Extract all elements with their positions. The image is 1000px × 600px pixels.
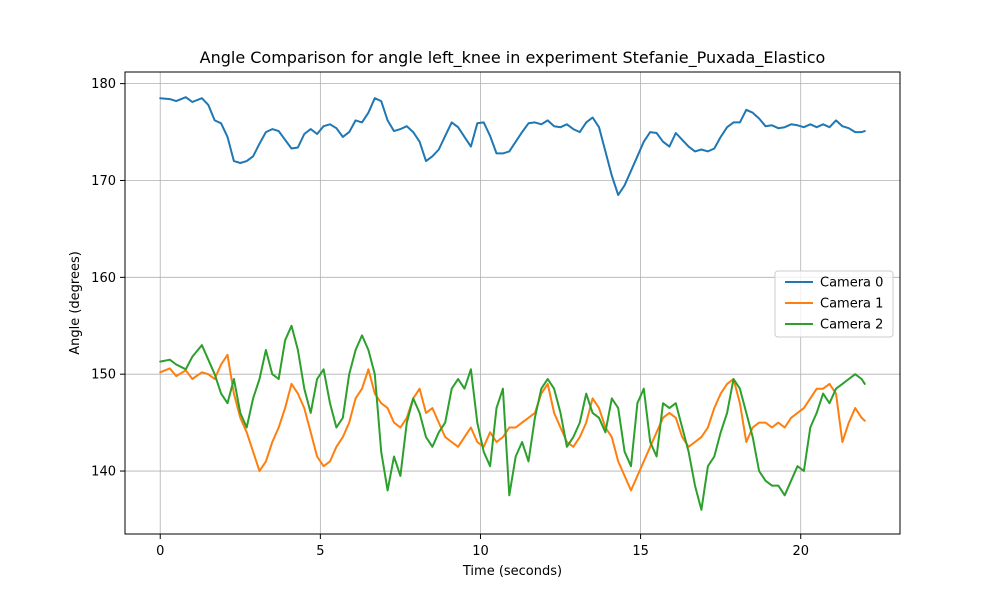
x-tick-label: 20 <box>792 544 809 559</box>
x-tick-label: 10 <box>472 544 489 559</box>
y-tick-label: 160 <box>91 271 116 286</box>
x-tick-label: 15 <box>632 544 649 559</box>
x-tick-label: 0 <box>156 544 164 559</box>
y-tick-label: 170 <box>91 174 116 189</box>
y-axis-label: Angle (degrees) <box>68 251 83 355</box>
y-tick-label: 150 <box>91 368 116 383</box>
y-tick-label: 180 <box>91 77 116 92</box>
series-line-camera-2 <box>159 324 866 511</box>
x-tick-label: 5 <box>316 544 324 559</box>
chart-title: Angle Comparison for angle left_knee in … <box>200 48 826 68</box>
ticks: 0 5 10 15 20 140 150 160 170 180 <box>91 77 809 559</box>
legend: Camera 0 Camera 1 Camera 2 <box>774 270 894 338</box>
series-line-camera-0 <box>159 96 866 196</box>
x-axis-label: Time (seconds) <box>462 564 562 579</box>
y-tick-label: 140 <box>91 465 116 480</box>
legend-label-camera-1: Camera 1 <box>820 297 883 312</box>
plot-frame <box>124 71 901 535</box>
legend-box <box>774 270 894 338</box>
legend-label-camera-0: Camera 0 <box>820 276 883 291</box>
legend-label-camera-2: Camera 2 <box>820 318 883 333</box>
series-group <box>159 96 866 511</box>
